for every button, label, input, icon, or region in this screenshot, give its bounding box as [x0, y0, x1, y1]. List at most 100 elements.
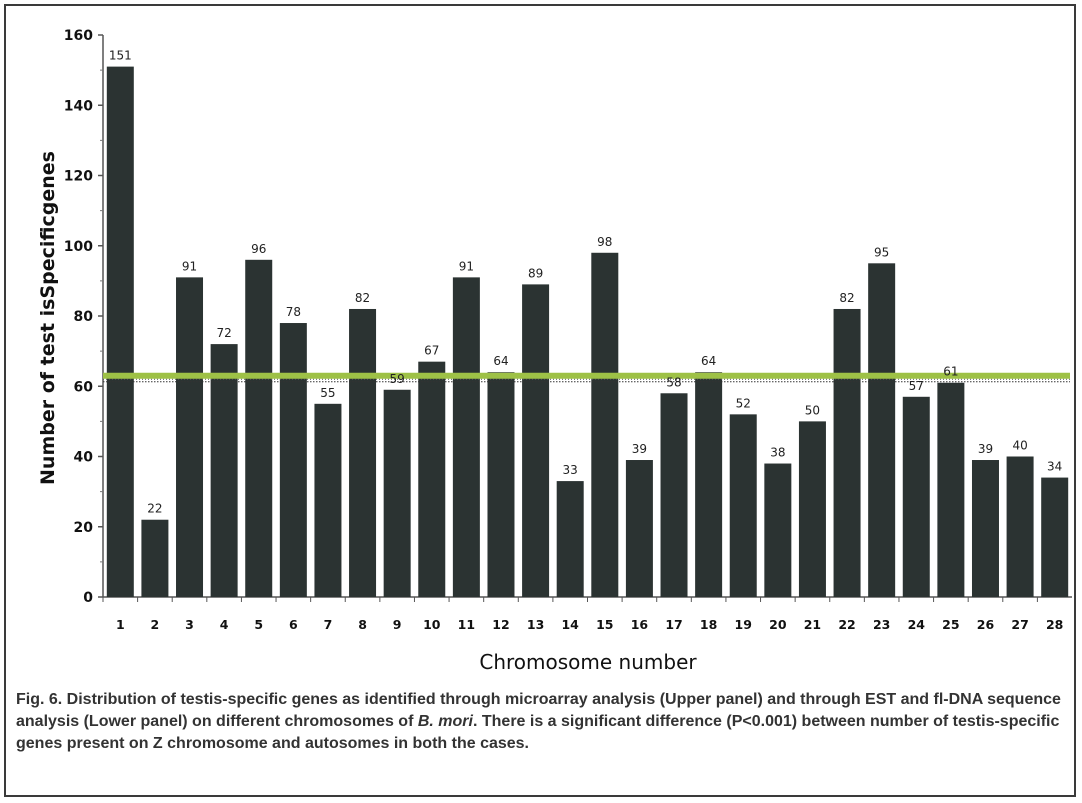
- data-label: 55: [320, 386, 335, 400]
- caption-text-1: Distribution of testis-specific genes as…: [16, 691, 1061, 730]
- x-tick-label: 11: [458, 617, 475, 632]
- x-axis-title: Chromosome number: [479, 650, 697, 674]
- data-label: 58: [666, 375, 681, 389]
- x-tick-label: 27: [1011, 617, 1028, 632]
- y-tick-label: 120: [64, 169, 93, 185]
- bar: [279, 323, 307, 597]
- bar: [660, 393, 688, 597]
- data-label: 91: [182, 259, 197, 273]
- x-tick-label: 17: [665, 617, 682, 632]
- y-tick-label: 100: [64, 239, 93, 255]
- data-label: 82: [355, 291, 370, 305]
- data-label: 96: [251, 242, 266, 256]
- x-tick-label: 21: [804, 617, 821, 632]
- bar: [349, 308, 377, 597]
- caption-fig-label: Fig. 6.: [16, 691, 63, 708]
- x-tick-label: 22: [838, 617, 855, 632]
- data-label: 64: [493, 354, 508, 368]
- caption-text-2: . There is a significant difference (P<0…: [16, 713, 1060, 752]
- bar: [798, 421, 826, 597]
- bar: [176, 277, 204, 597]
- data-labels: 151 22 91 72 96 78 55 82 59 67 91 64 89 33 98 39 58 64 52 3…: [109, 49, 1062, 516]
- bar: [937, 382, 965, 597]
- bar: [314, 403, 342, 597]
- bar: [418, 361, 446, 597]
- y-tick-label: 140: [64, 98, 93, 114]
- bar: [868, 263, 896, 597]
- bar: [1006, 456, 1034, 597]
- x-tick-label: 23: [873, 617, 890, 632]
- data-label: 39: [632, 442, 647, 456]
- x-tick-label: 16: [631, 617, 649, 632]
- data-label: 61: [943, 365, 958, 379]
- x-tick-label: 24: [908, 617, 926, 632]
- bar: [695, 372, 723, 597]
- y-tick-label: 20: [74, 520, 94, 536]
- data-label: 82: [839, 291, 854, 305]
- data-label: 95: [874, 245, 889, 259]
- bar: [764, 463, 792, 597]
- data-label: 22: [147, 502, 162, 516]
- data-label: 67: [424, 344, 439, 358]
- y-tick-label: 0: [83, 590, 93, 606]
- bar: [245, 259, 273, 597]
- bar: [833, 308, 861, 597]
- bar: [452, 277, 480, 597]
- data-label: 91: [459, 259, 474, 273]
- data-label: 59: [390, 372, 405, 386]
- bar: [729, 414, 757, 597]
- bar: [1041, 477, 1069, 597]
- y-tick-label: 80: [74, 309, 94, 325]
- x-tick-label: 1: [116, 617, 125, 632]
- x-tick-label: 7: [324, 617, 333, 632]
- x-tick-label: 8: [358, 617, 367, 632]
- x-tick-label: 18: [700, 617, 717, 632]
- bar: [106, 66, 134, 598]
- data-label: 38: [770, 446, 785, 460]
- y-tick-label: 40: [74, 450, 94, 466]
- data-label: 64: [701, 354, 716, 368]
- x-tick-label: 26: [977, 617, 995, 632]
- figure-frame: 0 20 40 60 80 100 120 140 160 1 2 3 4 5 6 7 8 9 10 11 12 13 14…: [4, 4, 1076, 797]
- threshold-line-group: [103, 372, 1070, 383]
- y-tick-label: 60: [74, 379, 94, 395]
- data-label: 40: [1012, 439, 1027, 453]
- bar: [556, 481, 584, 597]
- x-tick-label: 28: [1046, 617, 1063, 632]
- x-tick-label: 13: [527, 617, 544, 632]
- data-label: 89: [528, 266, 543, 280]
- x-tick-label: 20: [769, 617, 787, 632]
- bar-series: [106, 66, 1069, 598]
- x-tick-label: 6: [289, 617, 298, 632]
- x-tick-label: 12: [492, 617, 509, 632]
- data-label: 52: [736, 396, 751, 410]
- bar: [210, 344, 238, 597]
- bar: [141, 519, 169, 597]
- bar: [971, 460, 999, 597]
- x-tick-label: 2: [151, 617, 160, 632]
- x-tick-label: 4: [220, 617, 229, 632]
- bar: [591, 252, 619, 597]
- x-tick-label: 15: [596, 617, 613, 632]
- data-label: 72: [216, 326, 231, 340]
- x-tick-label: 19: [735, 617, 752, 632]
- bar: [625, 460, 653, 597]
- bar: [383, 389, 411, 597]
- x-tick-label: 10: [423, 617, 441, 632]
- bar: [487, 372, 515, 597]
- bar: [522, 284, 550, 597]
- data-label: 33: [563, 463, 578, 477]
- data-label: 39: [978, 442, 993, 456]
- x-tick-label: 5: [254, 617, 263, 632]
- y-tick-label: 160: [64, 28, 93, 44]
- x-tick-label: 9: [393, 617, 402, 632]
- caption-species: B. mori: [417, 713, 473, 730]
- data-label: 57: [909, 379, 924, 393]
- data-label: 50: [805, 403, 820, 417]
- x-tick-label: 14: [561, 617, 579, 632]
- data-label: 151: [109, 49, 132, 63]
- figure-caption: Fig. 6. Distribution of testis-specific …: [16, 689, 1072, 755]
- bar: [902, 396, 930, 597]
